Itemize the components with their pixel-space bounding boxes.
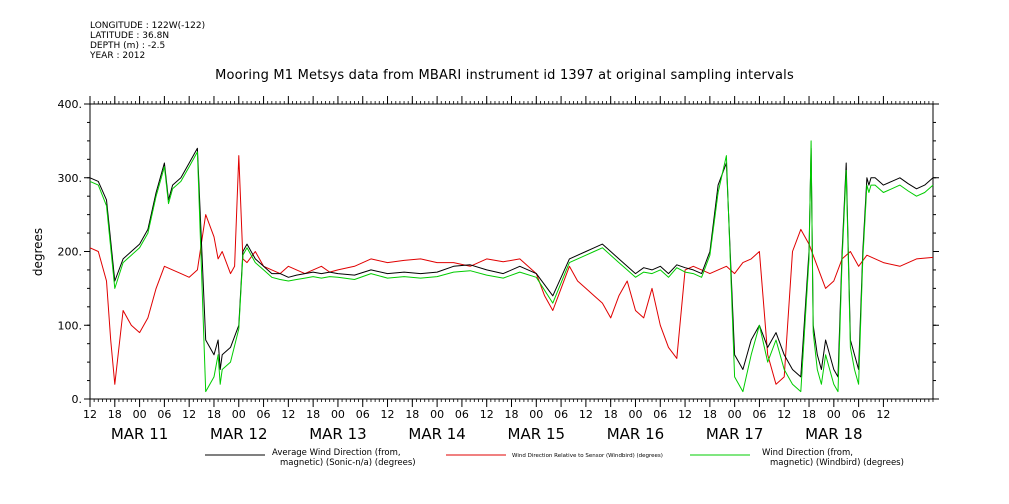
date-label: MAR 14 — [408, 425, 465, 443]
latitude-label: LATITUDE : 36.8N — [90, 31, 170, 41]
x-tick-label: 00 — [133, 408, 147, 421]
longitude-label: LONGITUDE : 122W(-122) — [90, 21, 206, 31]
x-tick-label: 00 — [728, 408, 742, 421]
date-label: MAR 15 — [508, 425, 565, 443]
y-tick-label: 400. — [58, 98, 83, 111]
y-tick-label: 200. — [58, 246, 83, 259]
date-label: MAR 11 — [111, 425, 168, 443]
x-tick-label: 00 — [331, 408, 345, 421]
date-label: MAR 12 — [210, 425, 267, 443]
x-tick-label: 06 — [653, 408, 667, 421]
y-tick-label: 100. — [58, 319, 83, 332]
x-axis: 12 18 00 06 12 18 00 06 12 18 00 06 12 18 00 06 12 18 00 06… — [83, 96, 890, 443]
x-tick-label: 18 — [108, 408, 122, 421]
legend-avg-wind-direction-label: Average Wind Direction (from, — [272, 448, 401, 458]
legend-avg-wind-direction-label: magnetic) (Sonic-n/a) (degrees) — [280, 458, 416, 468]
legend-windbird-wind-direction-label: Wind Direction (from, — [762, 448, 853, 458]
series-relative-wind-direction — [89, 155, 934, 385]
x-tick-label: 18 — [306, 408, 320, 421]
date-label: MAR 16 — [607, 425, 664, 443]
x-tick-label: 06 — [752, 408, 766, 421]
x-tick-label: 12 — [281, 408, 295, 421]
x-tick-label: 18 — [405, 408, 419, 421]
x-tick-label: 00 — [628, 408, 642, 421]
x-tick-label: 12 — [480, 408, 494, 421]
year-label: YEAR : 2012 — [90, 51, 146, 61]
legend-relative-wind-direction-label: Wind Direction Relative to Sensor (Windb… — [512, 453, 663, 459]
x-tick-label: 18 — [505, 408, 519, 421]
x-tick-label: 18 — [802, 408, 816, 421]
date-label: MAR 13 — [309, 425, 366, 443]
x-tick-label: 06 — [554, 408, 568, 421]
x-tick-label: 06 — [257, 408, 271, 421]
x-tick-label: 12 — [678, 408, 692, 421]
legend: Average Wind Direction (from,magnetic) (… — [205, 448, 904, 468]
x-tick-label: 12 — [876, 408, 890, 421]
series-avg-wind-direction — [89, 147, 934, 378]
x-tick-label: 06 — [356, 408, 370, 421]
x-tick-label: 06 — [157, 408, 171, 421]
x-tick-label: 12 — [777, 408, 791, 421]
x-tick-label: 12 — [83, 408, 97, 421]
y-axis-label: degrees — [31, 228, 45, 276]
x-tick-label: 18 — [604, 408, 618, 421]
y-tick-label: 300. — [58, 172, 83, 185]
series-layer — [89, 140, 934, 393]
x-tick-label: 18 — [207, 408, 221, 421]
x-tick-label: 00 — [529, 408, 543, 421]
depth-label: DEPTH (m) : -2.5 — [90, 41, 166, 51]
x-tick-label: 12 — [182, 408, 196, 421]
y-tick-label: 0. — [72, 393, 83, 406]
x-tick-label: 06 — [455, 408, 469, 421]
date-label: MAR 17 — [706, 425, 763, 443]
x-tick-label: 06 — [852, 408, 866, 421]
x-tick-label: 12 — [381, 408, 395, 421]
x-tick-label: 00 — [827, 408, 841, 421]
legend-windbird-wind-direction-label: magnetic) (Windbird) (degrees) — [770, 458, 904, 468]
x-tick-label: 00 — [430, 408, 444, 421]
chart-title: Mooring M1 Metsys data from MBARI instru… — [215, 68, 794, 83]
series-windbird-wind-direction — [89, 140, 934, 393]
date-label: MAR 18 — [805, 425, 862, 443]
y-axis: 0. 100. 200. 300. 400. — [58, 98, 939, 406]
metadata-header: LONGITUDE : 122W(-122) LATITUDE : 36.8N … — [90, 21, 205, 61]
x-tick-label: 18 — [703, 408, 717, 421]
x-tick-label: 12 — [579, 408, 593, 421]
x-tick-label: 00 — [232, 408, 246, 421]
